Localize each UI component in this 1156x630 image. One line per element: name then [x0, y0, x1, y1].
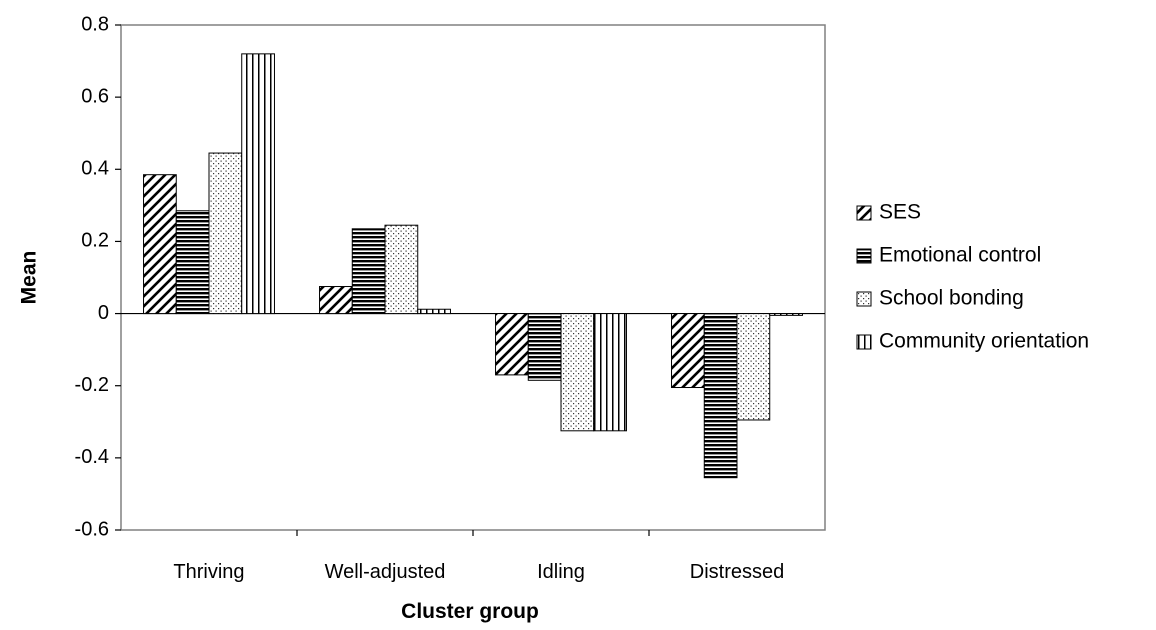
bar-community-orientation-distressed — [769, 313, 803, 316]
legend-label: SES — [879, 201, 921, 224]
legend-swatch — [856, 248, 872, 264]
bar-community-orientation-thriving — [241, 53, 275, 315]
x-tick-label: Thriving — [173, 561, 244, 583]
bar-ses-well-adjusted — [319, 286, 353, 315]
bar-ses-thriving — [143, 174, 177, 315]
legend-label: School bonding — [879, 287, 1024, 310]
legend-label: Emotional control — [879, 244, 1041, 267]
y-tick-label: -0.6 — [75, 518, 109, 540]
x-tick-label: Well-adjusted — [325, 561, 446, 583]
y-axis-title: Mean — [18, 251, 41, 305]
bar-emotional-control-well-adjusted — [351, 228, 386, 315]
legend: SES Emotional control School bonding Commun… — [856, 201, 1089, 353]
bar-emotional-control-thriving — [175, 210, 210, 315]
legend-swatch — [856, 205, 872, 221]
bar-school-bonding-idling — [560, 313, 595, 432]
y-tick-label: 0.8 — [81, 13, 109, 35]
y-tick-label: 0 — [98, 302, 109, 324]
x-tick-label: Distressed — [690, 561, 784, 583]
y-tick-label: 0.2 — [81, 230, 109, 252]
x-tick-label: Idling — [537, 561, 585, 583]
bar-community-orientation-idling — [593, 313, 627, 432]
bars — [143, 53, 803, 479]
bar-community-orientation-well-adjusted — [417, 308, 451, 315]
x-axis: Thriving Well-adjusted Idling Distressed — [173, 530, 784, 583]
bar-school-bonding-distressed — [736, 313, 771, 421]
bar-ses-idling — [495, 313, 529, 376]
bar-emotional-control-distressed — [703, 313, 738, 479]
y-tick-label: -0.2 — [75, 374, 109, 396]
y-axis: 0.8 0.6 0.4 0.2 0 -0.2 -0.4 -0.6 — [75, 13, 121, 540]
y-tick-label: 0.4 — [81, 158, 109, 180]
legend-swatch — [856, 291, 872, 307]
legend-swatch — [856, 334, 872, 350]
legend-label: Community orientation — [879, 330, 1089, 353]
y-tick-label: 0.6 — [81, 85, 109, 107]
y-tick-label: -0.4 — [75, 446, 109, 468]
bar-ses-distressed — [671, 313, 705, 389]
bar-school-bonding-thriving — [208, 152, 243, 315]
x-axis-title: Cluster group — [401, 600, 539, 623]
bar-emotional-control-idling — [527, 313, 562, 381]
bar-school-bonding-well-adjusted — [384, 224, 419, 315]
